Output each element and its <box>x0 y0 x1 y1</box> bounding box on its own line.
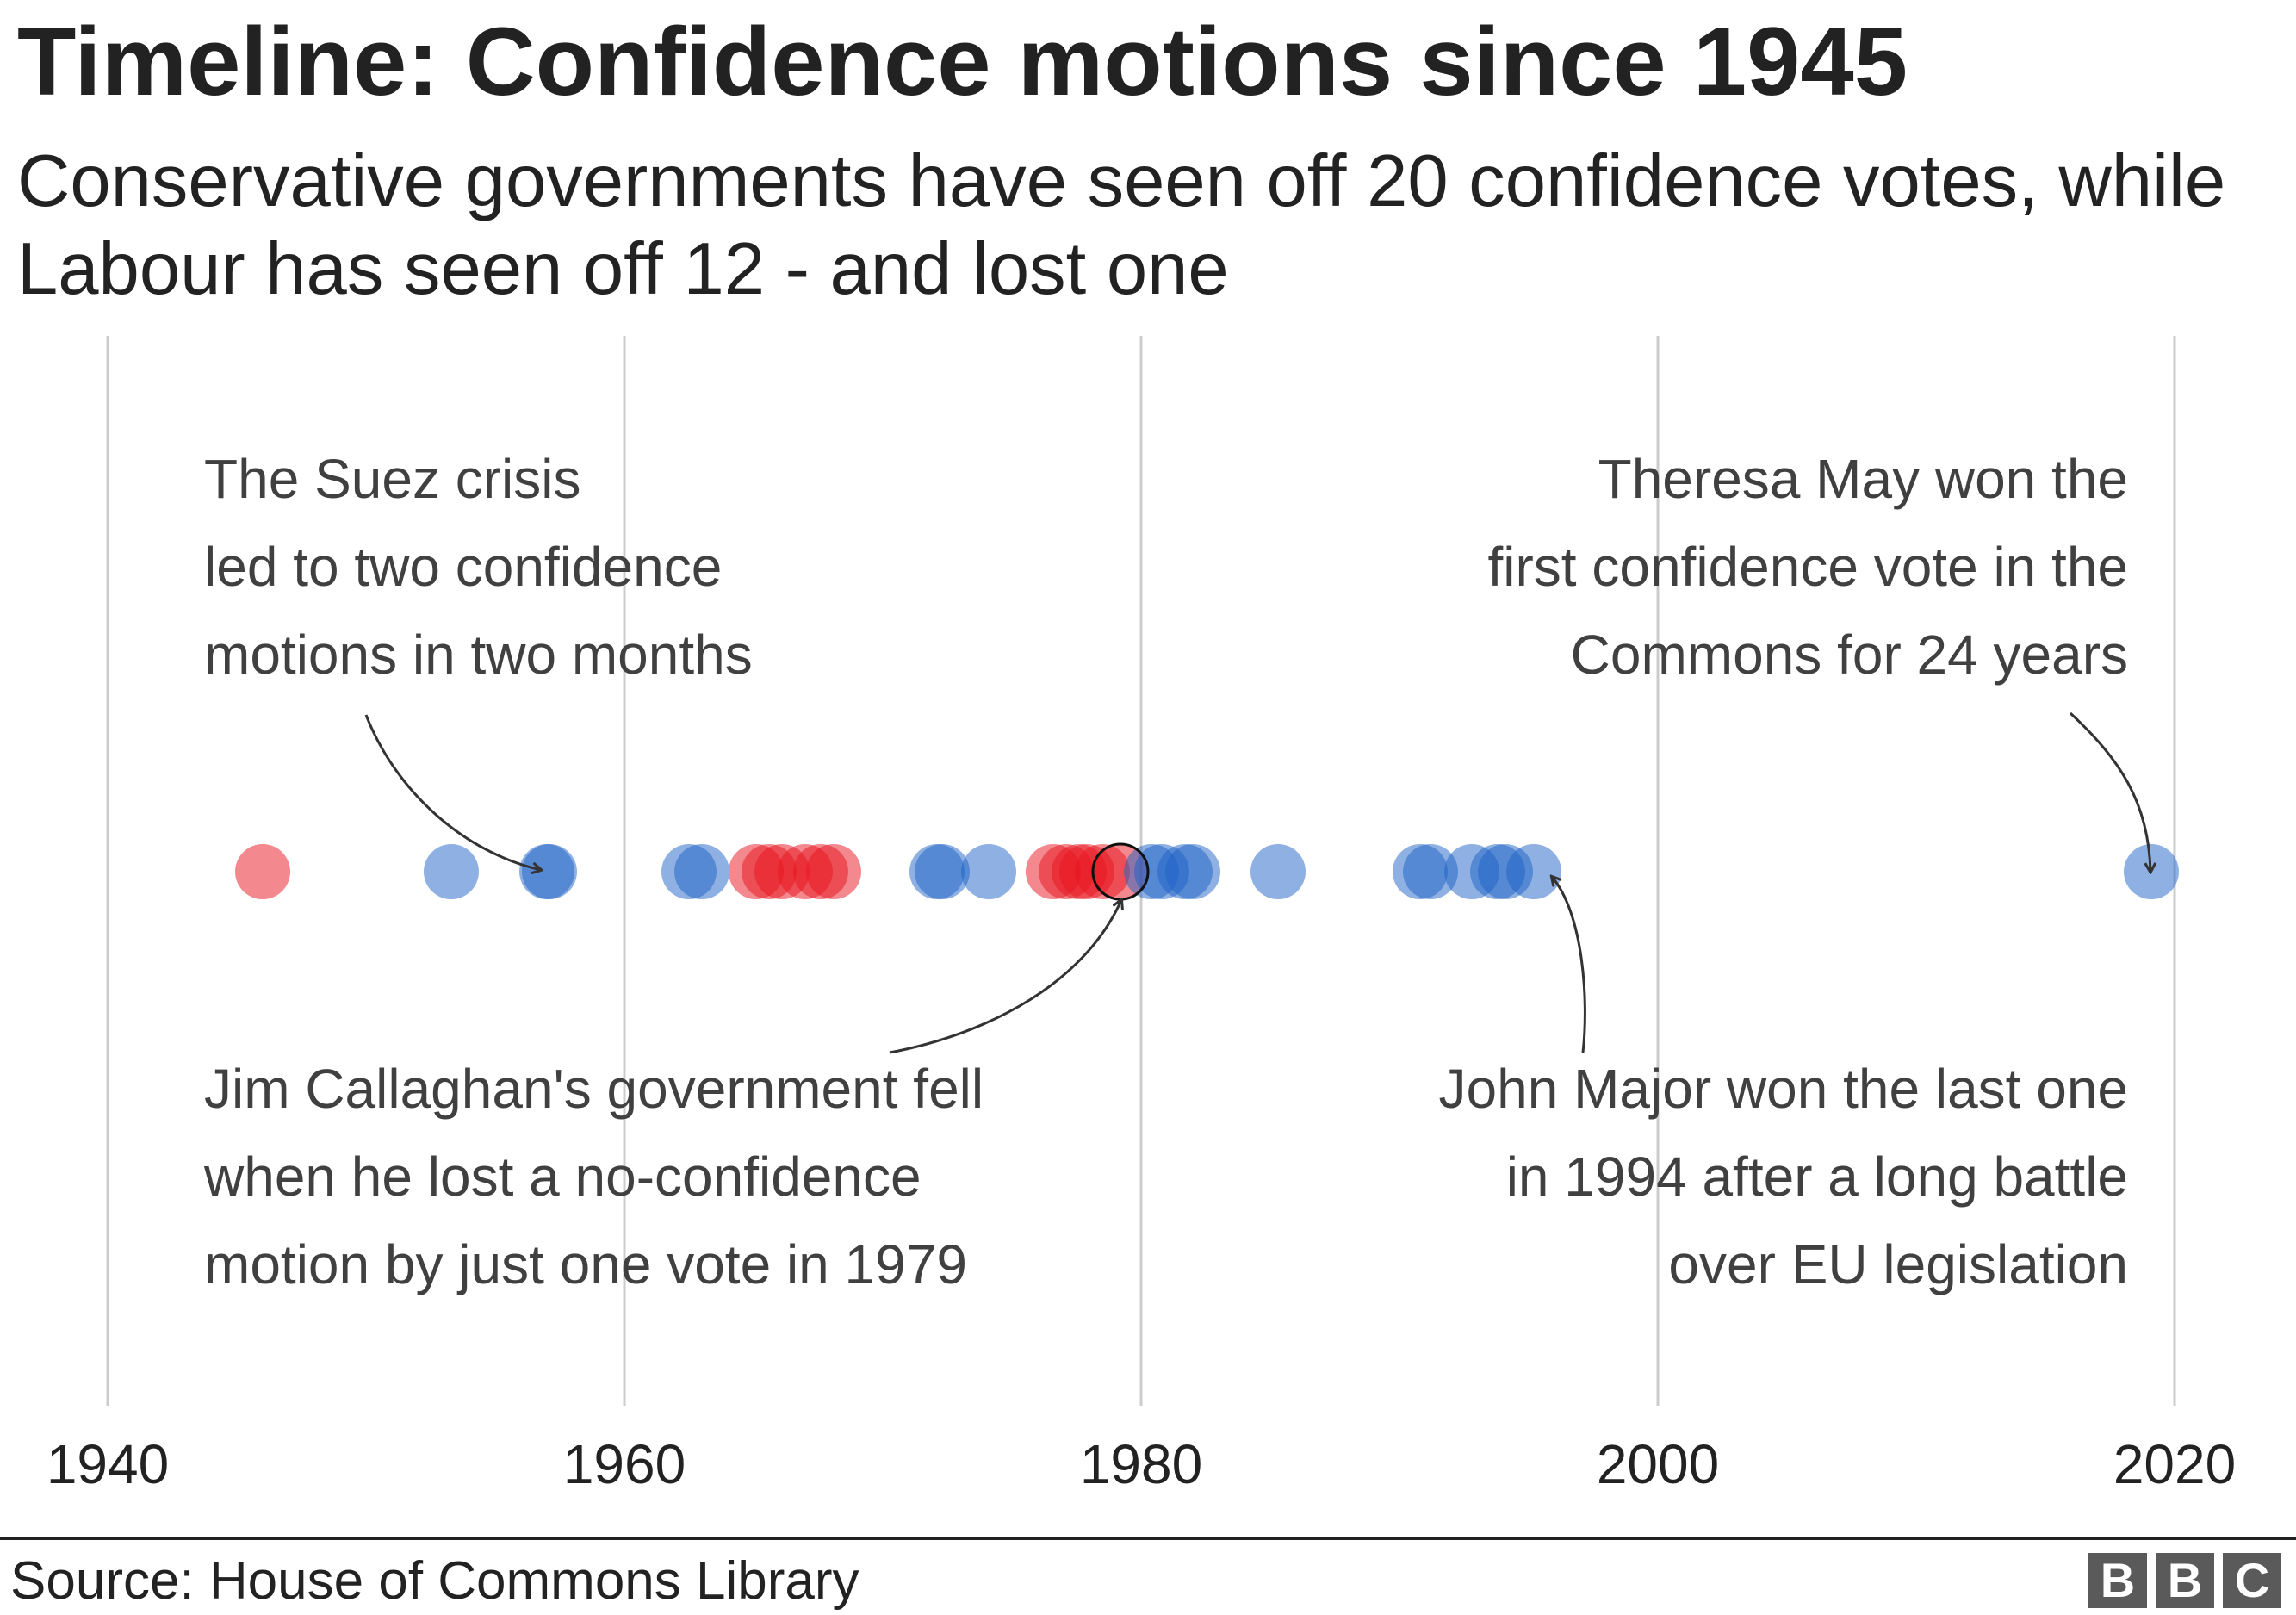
vote-dot <box>1165 844 1220 899</box>
annotation-callaghan: Jim Callaghan's government fell when he l… <box>203 1058 984 1295</box>
bbc-logo-letter: B <box>2156 1553 2214 1608</box>
annotation-suez: The Suez crisis led to two confidence moti… <box>204 448 753 686</box>
vote-dots <box>235 842 2179 901</box>
vote-dot <box>674 844 729 899</box>
vote-dot <box>522 844 577 899</box>
x-tick-label: 1980 <box>1080 1433 1202 1495</box>
chart-subtitle: Conservative governments have seen off 2… <box>17 140 2226 310</box>
annotation-line: first confidence vote in the <box>1487 536 2128 598</box>
vote-dot <box>806 844 861 899</box>
annotation-line: over EU legislation <box>1668 1233 2128 1295</box>
vote-dot <box>424 844 479 899</box>
arrow-major <box>1552 877 1586 1053</box>
vote-dot <box>2124 844 2179 899</box>
arrow-suez <box>364 714 541 870</box>
vote-dot <box>1403 844 1458 899</box>
bbc-logo-letter: C <box>2223 1553 2281 1608</box>
x-tick-label: 2000 <box>1597 1433 1719 1495</box>
annotations: The Suez crisis led to two confidence moti… <box>203 448 2128 1295</box>
annotation-line: in 1994 after a long battle <box>1506 1146 2128 1208</box>
chart-title: Timeline: Confidence motions since 1945 <box>17 8 1908 115</box>
x-tick-label: 1960 <box>563 1433 686 1495</box>
annotation-major: John Major won the last one in 1994 after… <box>1439 1058 2128 1295</box>
annotation-line: John Major won the last one <box>1439 1058 2128 1120</box>
vote-dot <box>235 844 290 899</box>
arrow-may <box>2069 711 2150 872</box>
source-note: Source: House of Commons Library <box>10 1551 859 1611</box>
timeline-chart: 1940 1960 1980 2000 2020 The Suez crisis led … <box>47 336 2236 1495</box>
annotation-line: when he lost a no-confidence <box>203 1146 922 1208</box>
x-tick-label: 1940 <box>47 1433 169 1495</box>
annotation-arrows <box>364 711 2150 1054</box>
arrow-callaghan <box>889 900 1121 1054</box>
annotation-may: Theresa May won the first confidence vote… <box>1487 448 2128 686</box>
annotation-line: led to two confidence <box>204 536 722 598</box>
footer-divider <box>0 1537 2296 1540</box>
vote-dot <box>915 844 970 899</box>
annotation-line: Commons for 24 years <box>1571 624 2128 686</box>
annotation-line: Theresa May won the <box>1598 448 2128 510</box>
annotation-line: Jim Callaghan's government fell <box>204 1058 984 1120</box>
vote-dot <box>1506 844 1561 899</box>
x-tick-label: 2020 <box>2113 1433 2236 1495</box>
vote-dot <box>1250 844 1306 899</box>
annotation-line: motions in two months <box>204 624 753 686</box>
bbc-logo-letter: B <box>2088 1553 2147 1608</box>
annotation-line: The Suez crisis <box>204 448 580 510</box>
bbc-logo: B B C <box>2088 1553 2281 1608</box>
vote-dot <box>961 844 1016 899</box>
x-axis-ticks: 1940 1960 1980 2000 2020 <box>47 1433 2236 1495</box>
annotation-line: motion by just one vote in 1979 <box>204 1233 967 1295</box>
